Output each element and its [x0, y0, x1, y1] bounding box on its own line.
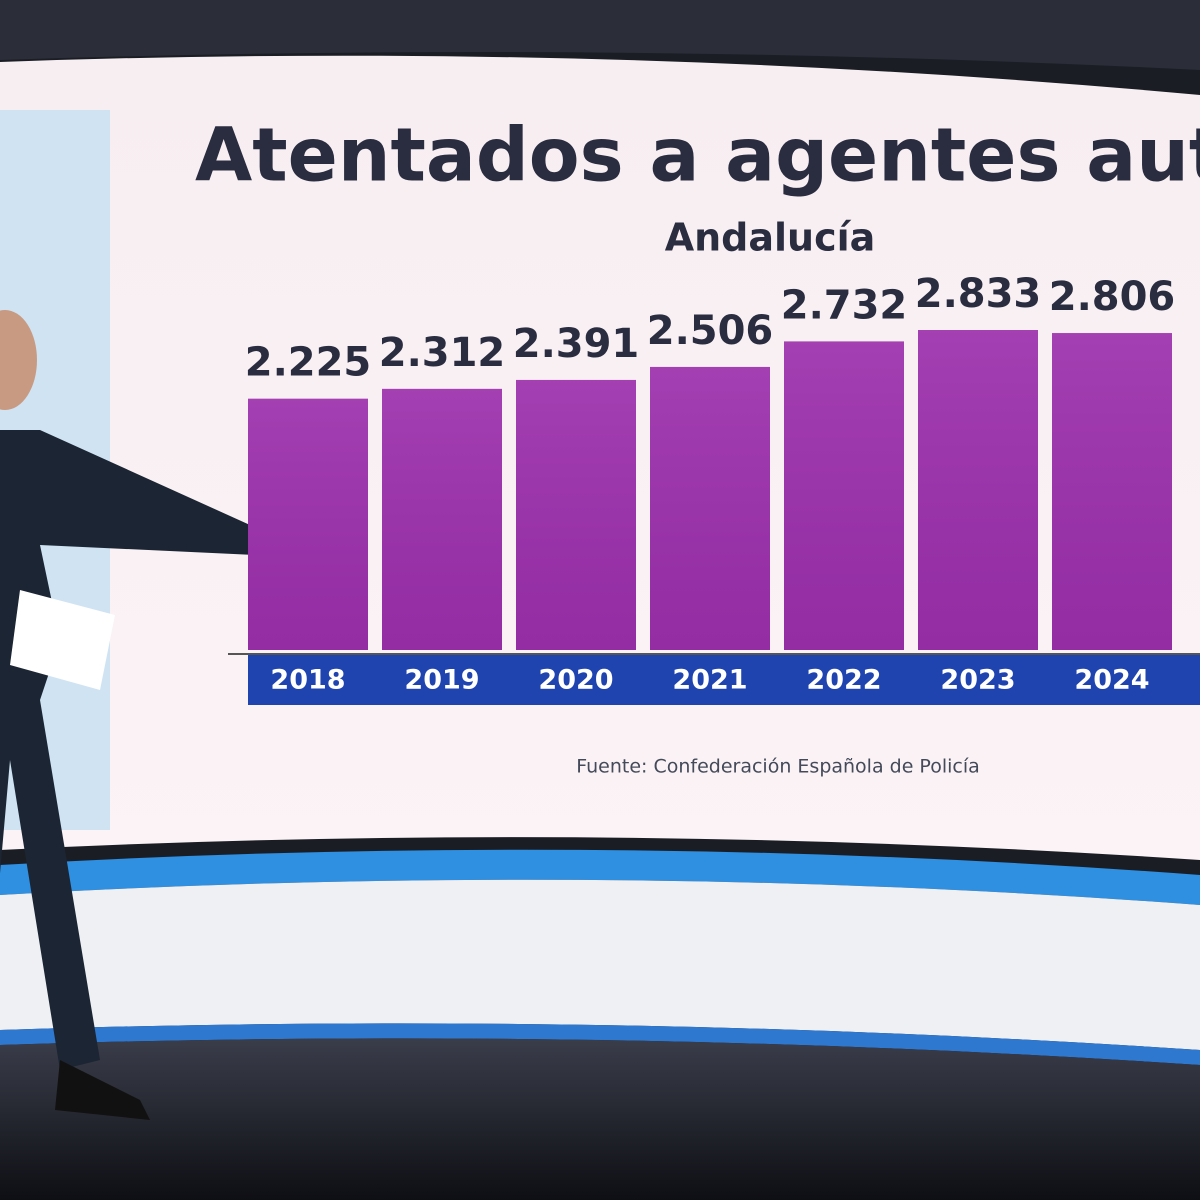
floor	[0, 1038, 1200, 1200]
bar-shade	[918, 330, 1038, 650]
category-band	[248, 655, 1200, 705]
light-strip	[0, 1023, 1200, 1065]
x-tick-label: 2020	[538, 665, 613, 696]
light-strip	[0, 849, 1200, 905]
bar-shade	[382, 388, 502, 650]
source: Fuente: Confederación Española de Policí…	[576, 756, 980, 778]
value-label: 2.806	[1049, 274, 1176, 320]
value-label: 2.506	[647, 308, 774, 354]
ceiling	[0, 0, 1200, 70]
bar-shade	[1052, 333, 1172, 650]
value-label: 2.732	[781, 282, 908, 328]
x-tick-label: 2021	[672, 665, 747, 696]
x-tick-label: 2024	[1074, 665, 1149, 696]
x-tick-label: 2023	[940, 665, 1015, 696]
x-tick-label: 2022	[806, 665, 881, 696]
bar-shade	[650, 366, 770, 650]
chart-subtitle: Andalucía	[665, 216, 876, 260]
value-label: 2.833	[915, 271, 1042, 317]
bar-shade	[784, 341, 904, 650]
value-label: 2.391	[513, 321, 640, 367]
x-tick-label: 2018	[270, 665, 345, 696]
bar-shade	[248, 398, 368, 650]
bar-shade	[516, 379, 636, 650]
stage-wall	[0, 879, 1200, 1050]
value-label: 2.225	[245, 340, 372, 386]
chart-title: Atentados a agentes autor	[195, 113, 1200, 199]
x-tick-label: 2019	[404, 665, 479, 696]
value-label: 2.312	[379, 330, 506, 376]
